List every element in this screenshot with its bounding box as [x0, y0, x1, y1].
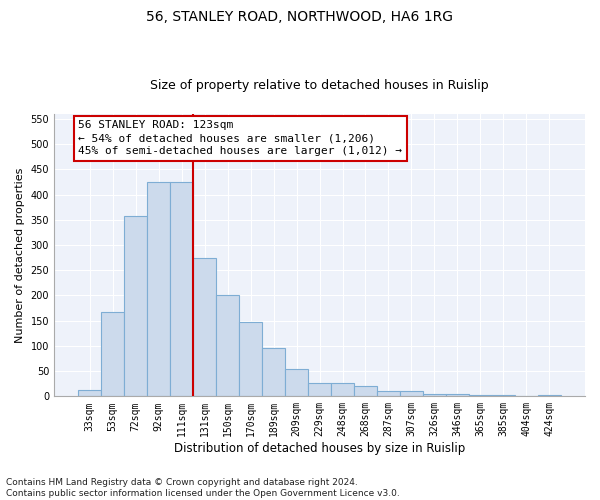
Bar: [331, 382, 354, 396]
Bar: [170, 182, 193, 396]
Bar: [492, 395, 515, 396]
Bar: [147, 182, 170, 396]
Bar: [377, 392, 400, 396]
Bar: [308, 382, 331, 396]
Bar: [101, 312, 124, 396]
Bar: [239, 322, 262, 396]
Title: Size of property relative to detached houses in Ruislip: Size of property relative to detached ho…: [150, 79, 489, 92]
Bar: [469, 395, 492, 396]
Bar: [285, 368, 308, 396]
Bar: [446, 394, 469, 396]
Bar: [423, 394, 446, 396]
Bar: [124, 216, 147, 396]
Text: 56 STANLEY ROAD: 123sqm
← 54% of detached houses are smaller (1,206)
45% of semi: 56 STANLEY ROAD: 123sqm ← 54% of detache…: [78, 120, 402, 156]
Y-axis label: Number of detached properties: Number of detached properties: [15, 168, 25, 343]
Bar: [78, 390, 101, 396]
Bar: [216, 296, 239, 396]
Text: 56, STANLEY ROAD, NORTHWOOD, HA6 1RG: 56, STANLEY ROAD, NORTHWOOD, HA6 1RG: [146, 10, 454, 24]
X-axis label: Distribution of detached houses by size in Ruislip: Distribution of detached houses by size …: [174, 442, 465, 455]
Bar: [262, 348, 285, 397]
Bar: [193, 258, 216, 396]
Bar: [400, 392, 423, 396]
Text: Contains HM Land Registry data © Crown copyright and database right 2024.
Contai: Contains HM Land Registry data © Crown c…: [6, 478, 400, 498]
Bar: [354, 386, 377, 396]
